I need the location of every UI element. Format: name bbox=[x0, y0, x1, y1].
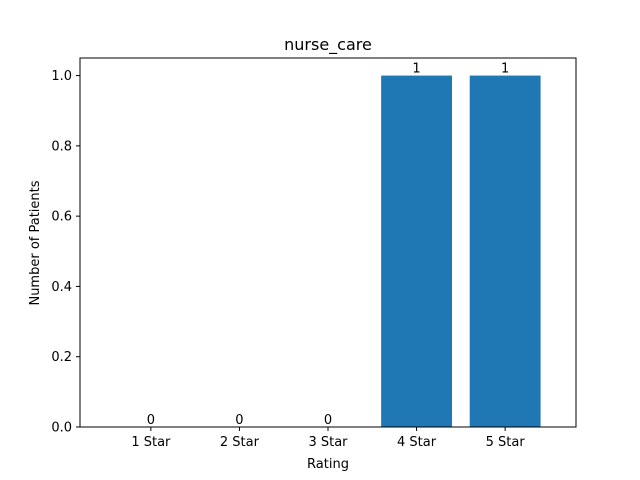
x-tick-label: 4 Star bbox=[397, 435, 437, 450]
x-tick-label: 3 Star bbox=[308, 435, 348, 450]
data-labels: 0 0 0 1 1 bbox=[147, 62, 510, 428]
data-label: 0 bbox=[147, 413, 155, 428]
data-label: 0 bbox=[235, 413, 243, 428]
y-axis-ticks: 0.0 0.2 0.4 0.6 0.8 1.0 bbox=[51, 69, 80, 436]
y-tick-label: 0.0 bbox=[51, 421, 72, 436]
data-label: 1 bbox=[412, 62, 420, 77]
y-tick-label: 0.4 bbox=[51, 280, 72, 295]
y-tick-label: 0.8 bbox=[51, 139, 72, 154]
bar-4-star bbox=[381, 75, 452, 428]
y-axis-label: Number of Patients bbox=[28, 180, 43, 305]
data-label: 0 bbox=[324, 413, 332, 428]
chart-title: nurse_care bbox=[284, 35, 372, 55]
x-tick-label: 5 Star bbox=[486, 435, 526, 450]
plot-area-frame bbox=[79, 57, 577, 428]
y-tick-label: 0.6 bbox=[51, 210, 72, 225]
x-tick-label: 2 Star bbox=[220, 435, 260, 450]
x-tick-label: 1 Star bbox=[131, 435, 171, 450]
bars-group bbox=[381, 75, 541, 428]
y-tick-label: 0.2 bbox=[51, 350, 72, 365]
x-axis-label: Rating bbox=[307, 457, 349, 472]
bar-5-star bbox=[469, 75, 541, 428]
y-tick-label: 1.0 bbox=[51, 69, 72, 84]
x-axis-ticks: 1 Star 2 Star 3 Star 4 Star 5 Star bbox=[131, 427, 525, 450]
data-label: 1 bbox=[501, 62, 509, 77]
